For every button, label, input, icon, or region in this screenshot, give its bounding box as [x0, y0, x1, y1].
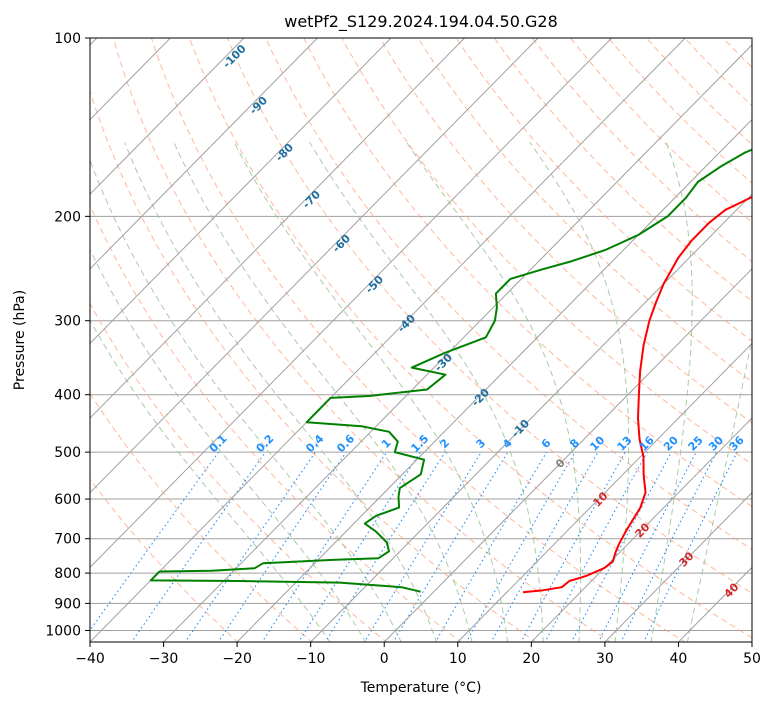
x-tick-label: 30 [596, 651, 614, 667]
chart-title: wetPf2_S129.2024.194.04.50.G28 [284, 12, 558, 32]
y-tick-label: 100 [54, 31, 81, 47]
x-tick-label: 50 [743, 651, 761, 667]
y-tick-label: 300 [54, 314, 81, 330]
x-tick-label: −40 [75, 651, 105, 667]
y-tick-label: 400 [54, 388, 81, 404]
x-axis-label: Temperature (°C) [360, 680, 482, 696]
y-tick-label: 200 [54, 209, 81, 225]
x-tick-label: −30 [149, 651, 179, 667]
y-tick-label: 700 [54, 532, 81, 548]
x-tick-label: 10 [449, 651, 467, 667]
x-tick-label: 20 [522, 651, 540, 667]
x-tick-label: 40 [670, 651, 688, 667]
y-tick-label: 900 [54, 596, 81, 612]
y-tick-label: 500 [54, 445, 81, 461]
y-tick-label: 600 [54, 492, 81, 508]
x-tick-label: −20 [222, 651, 252, 667]
y-axis-label: Pressure (hPa) [12, 290, 28, 390]
y-tick-label: 1000 [45, 624, 81, 640]
x-tick-label: −10 [296, 651, 326, 667]
y-tick-label: 800 [54, 566, 81, 582]
x-tick-label: 0 [380, 651, 389, 667]
